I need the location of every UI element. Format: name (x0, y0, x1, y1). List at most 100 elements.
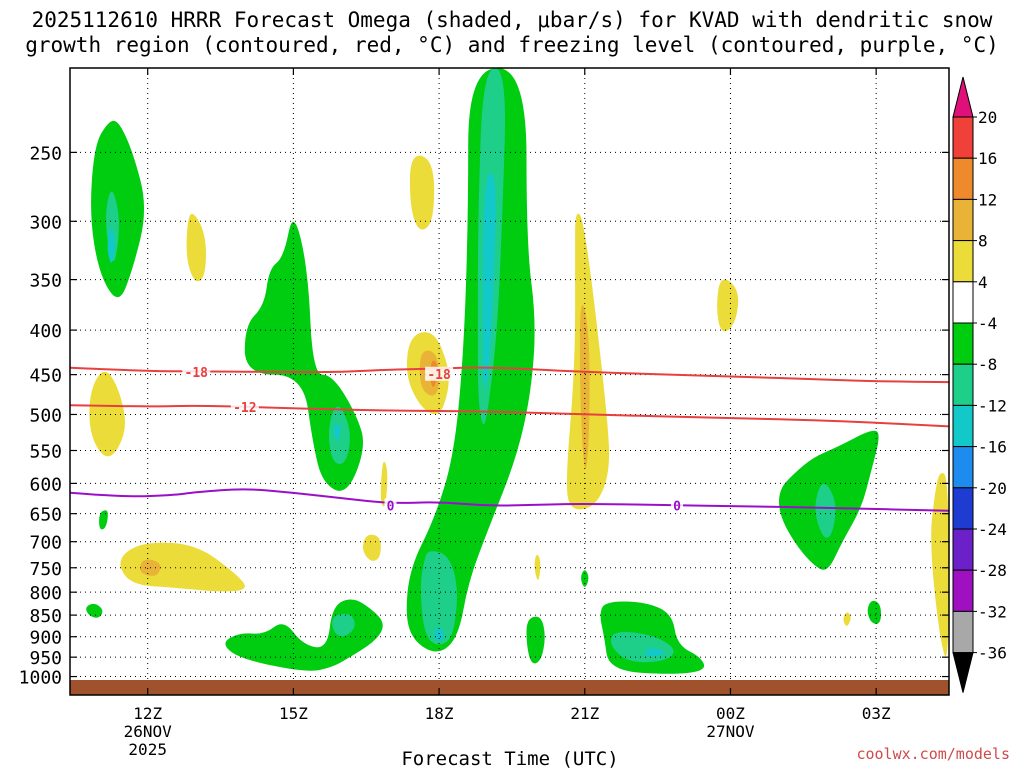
omega-region-ascent-core-19z (482, 172, 496, 388)
y-axis: 2503003504004505005506006507007508008509… (19, 143, 949, 689)
colorbar-bin (952, 157, 974, 200)
y-tick-label: 750 (29, 559, 62, 580)
contour-freezing-level (70, 488, 949, 512)
colorbar-bin (952, 198, 974, 242)
omega-region-descent (363, 534, 381, 561)
y-tick-label: 900 (29, 628, 62, 649)
colorbar-label: 16 (978, 149, 997, 168)
colorbar-bin (952, 610, 974, 654)
colorbar-legend: 20 16 12 8 4 -4 -8 -12 -16 -20 -24 -28 -32 -36 (952, 76, 1007, 693)
omega-region-descent (186, 213, 206, 282)
y-tick-label: 950 (29, 648, 62, 669)
colorbar-label: 4 (978, 273, 988, 292)
x-tick-label: 03Z (862, 704, 891, 723)
x-tick-label: 18Z (425, 704, 454, 723)
colorbar-label: 20 (978, 108, 997, 127)
x-tick-date: 27NOV (706, 722, 755, 741)
x-tick-date: 26NOV (124, 722, 173, 741)
omega-region-descent (380, 461, 388, 507)
contour-label: -18 (427, 368, 451, 383)
y-tick-label: 600 (29, 474, 62, 495)
omega-region-descent (409, 155, 435, 230)
colorbar-bin (952, 569, 974, 612)
omega-region-descent (89, 371, 126, 457)
contour-label-bg (182, 365, 211, 380)
omega-shading (86, 68, 949, 674)
omega-region-descent (534, 554, 541, 580)
colorbar-bin (952, 404, 974, 448)
omega-region-ascent-small (526, 616, 545, 664)
colorbar-bin (952, 281, 974, 324)
contour-label: 0 (673, 499, 681, 514)
omega-region-descent (931, 473, 949, 657)
x-tick-label: 21Z (570, 704, 599, 723)
x-tick-year: 2025 (128, 740, 167, 759)
y-tick-label: 350 (29, 271, 62, 292)
contour-label-bg (230, 399, 259, 414)
colorbar-label: -8 (978, 355, 997, 374)
omega-region-ascent-low-15z (332, 613, 355, 637)
temperature-contours (70, 366, 949, 512)
watermark-text: coolwx.com/models (856, 745, 1010, 763)
colorbar-bin (952, 446, 974, 489)
y-tick-label: 1000 (19, 668, 62, 689)
omega-region-ascent-small (867, 600, 881, 624)
colorbar-bin (952, 528, 974, 571)
contour-label: 0 (387, 499, 395, 514)
omega-region-ascent-mid-15z (333, 423, 341, 440)
y-tick-label: 450 (29, 366, 62, 387)
omega-region-ascent-low-18z (434, 628, 444, 641)
colorbar-label: 12 (978, 190, 997, 209)
colorbar-label: -24 (978, 520, 1007, 539)
y-tick-label: 400 (29, 321, 62, 342)
omega-region-ascent-low-18z (420, 551, 457, 645)
contour-label: -18 (185, 366, 209, 381)
omega-region-ascent-low-22z (644, 648, 665, 657)
contour-dendritic-bottom (70, 404, 949, 428)
colorbar-bin (952, 363, 974, 406)
colorbar-arrow-bottom (952, 652, 974, 693)
surface-terrain (70, 680, 949, 695)
x-tick-label: 15Z (279, 704, 308, 723)
omega-region-ascent-mid-02z (815, 483, 836, 538)
y-tick-label: 700 (29, 533, 62, 554)
colorbar-bin (952, 322, 974, 365)
y-tick-label: 300 (29, 212, 62, 233)
omega-region-ascent-core-19z (406, 68, 535, 652)
contour-dendritic-top (70, 366, 949, 384)
y-tick-label: 850 (29, 606, 62, 627)
contour-label-bg (384, 498, 397, 513)
colorbar-label: -4 (978, 314, 997, 333)
colorbar-label: -20 (978, 479, 1007, 498)
omega-region-descent (579, 304, 590, 469)
colorbar-label: -28 (978, 561, 1007, 580)
x-tick-label: 12Z (133, 704, 162, 723)
colorbar-label: -12 (978, 396, 1007, 415)
contour-labels: -18 -18 -12 0 0 (182, 365, 684, 514)
x-axis-label: Forecast Time (UTC) (401, 748, 618, 768)
plot-frame (69, 67, 950, 696)
y-tick-label: 250 (29, 143, 62, 164)
colorbar-arrow-top (952, 76, 974, 118)
title-line-2: growth region (contoured, red, °C) and f… (25, 33, 999, 57)
omega-region-descent (843, 612, 851, 626)
colorbar-label: -16 (978, 438, 1007, 457)
y-tick-label: 800 (29, 583, 62, 604)
colorbar-label: 8 (978, 232, 988, 251)
omega-region-ascent-upper-11z (107, 227, 115, 263)
contour-label-bg (425, 366, 454, 381)
colorbar-bin (952, 240, 974, 283)
colorbar-label: -36 (978, 644, 1007, 663)
colorbar-label: -32 (978, 602, 1007, 621)
y-tick-label: 550 (29, 442, 62, 463)
omega-region-ascent-small (86, 603, 103, 618)
omega-region-descent (120, 542, 245, 592)
title-line-1: 2025112610 HRRR Forecast Omega (shaded, … (31, 8, 993, 32)
y-tick-label: 500 (29, 405, 62, 426)
y-tick-label: 650 (29, 505, 62, 526)
colorbar-bin (952, 116, 974, 159)
omega-region-descent (717, 279, 739, 332)
contour-label: -12 (233, 401, 256, 416)
